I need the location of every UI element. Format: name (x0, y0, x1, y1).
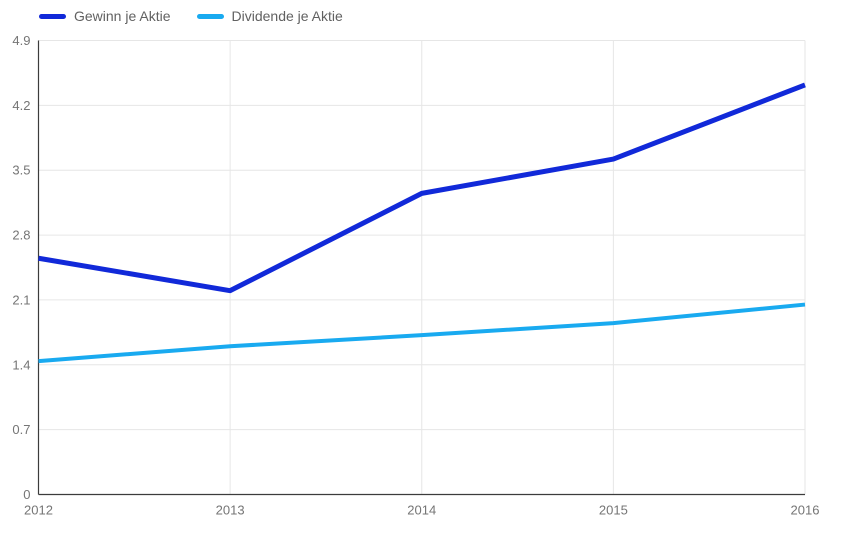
y-tick-label-4.9: 4.9 (12, 33, 30, 48)
y-tick-label-2.8: 2.8 (12, 228, 30, 243)
x-tick-label-2012: 2012 (24, 503, 53, 518)
y-tick-label-4.2: 4.2 (12, 98, 30, 113)
x-tick-label-2015: 2015 (599, 503, 628, 518)
y-tick-label-3.5: 3.5 (12, 163, 30, 178)
legend: Gewinn je Aktie Dividende je Aktie (39, 8, 343, 24)
legend-label: Dividende je Aktie (231, 8, 343, 24)
series-line-1[interactable] (38, 302, 806, 364)
legend-item-0[interactable]: Gewinn je Aktie (39, 8, 171, 24)
y-tick-label-2.1: 2.1 (12, 292, 30, 307)
legend-item-1[interactable]: Dividende je Aktie (196, 8, 343, 24)
series-line-0[interactable] (38, 82, 806, 294)
y-tick-label-0: 0 (23, 487, 30, 502)
x-tick-label-2013: 2013 (216, 503, 245, 518)
legend-swatch-icon (39, 13, 66, 19)
x-tick-label-2016: 2016 (791, 503, 820, 518)
x-tick-label-2014: 2014 (407, 503, 436, 518)
y-tick-label-1.4: 1.4 (12, 357, 30, 372)
legend-label: Gewinn je Aktie (74, 8, 171, 24)
y-tick-label-0.7: 0.7 (12, 422, 30, 437)
legend-swatch-icon (196, 13, 224, 19)
